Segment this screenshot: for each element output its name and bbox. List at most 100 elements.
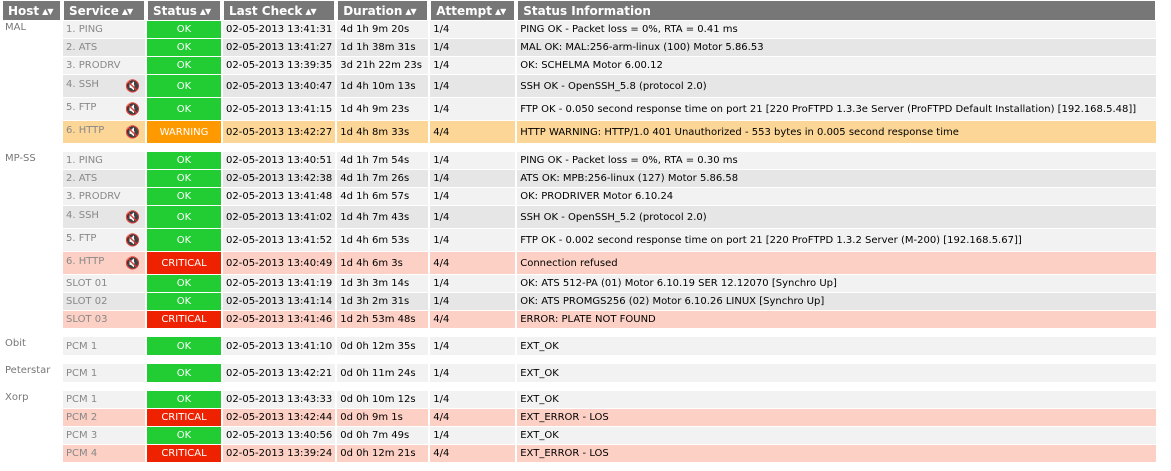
- service-cell[interactable]: 5. FTP 🔇: [63, 98, 145, 121]
- table-row[interactable]: PCM 3 OK 02-05-2013 13:40:56 0d 0h 7m 49s 1/…: [2, 427, 1157, 445]
- table-row[interactable]: Peterstar PCM 1 OK 02-05-2013 13:42:21 0d 0h…: [2, 364, 1157, 383]
- service-name[interactable]: PCM 4: [66, 448, 98, 459]
- service-name[interactable]: 6. HTTP: [66, 125, 105, 136]
- status-badge: CRITICAL: [147, 252, 221, 275]
- column-header-status-information[interactable]: Status Information: [517, 0, 1157, 21]
- status-badge: OK: [147, 391, 221, 409]
- column-header-duration[interactable]: Duration ▲▼: [337, 0, 429, 21]
- table-row[interactable]: 2. ATS OK 02-05-2013 13:41:27 1d 1h 38m 31s…: [2, 39, 1157, 57]
- notifications-disabled-icon: 🔇: [125, 256, 140, 270]
- service-cell[interactable]: 2. ATS: [63, 170, 145, 188]
- service-cell[interactable]: 1. PING: [63, 152, 145, 170]
- table-row[interactable]: 5. FTP 🔇 OK 02-05-2013 13:41:52 1d 4h 6m 53s…: [2, 229, 1157, 252]
- host-cell[interactable]: Obit: [2, 337, 61, 356]
- table-row[interactable]: MAL 1. PING OK 02-05-2013 13:41:31 4d 1h 9m …: [2, 21, 1157, 144]
- service-cell[interactable]: 3. PRODRV: [63, 188, 145, 206]
- status-information-cell: SSH OK - OpenSSH_5.8 (protocol 2.0): [517, 75, 1157, 98]
- service-cell[interactable]: 3. PRODRV: [63, 57, 145, 75]
- service-name[interactable]: PCM 3: [66, 430, 98, 441]
- table-row[interactable]: 6. HTTP 🔇 WARNING 02-05-2013 13:42:27 1d 4h …: [2, 121, 1157, 144]
- column-header-last-check[interactable]: Last Check ▲▼: [223, 0, 336, 21]
- table-row[interactable]: 4. SSH 🔇 OK 02-05-2013 13:41:02 1d 4h 7m 43s…: [2, 206, 1157, 229]
- service-cell[interactable]: 6. HTTP 🔇: [63, 121, 145, 144]
- last-check-cell: 02-05-2013 13:41:52: [223, 229, 336, 252]
- service-name[interactable]: 2. ATS: [66, 173, 98, 184]
- table-row[interactable]: 3. PRODRV OK 02-05-2013 13:41:48 4d 1h 6m 5…: [2, 188, 1157, 206]
- status-badge: OK: [147, 57, 221, 75]
- table-row[interactable]: Xorp PCM 1 OK 02-05-2013 13:43:33 0d 0h 10m …: [2, 391, 1157, 463]
- service-cell[interactable]: 1. PING: [63, 21, 145, 39]
- service-name[interactable]: PCM 2: [66, 412, 98, 423]
- service-cell[interactable]: PCM 1: [63, 337, 145, 356]
- service-name[interactable]: 6. HTTP: [66, 256, 105, 267]
- service-name[interactable]: 3. PRODRV: [66, 191, 121, 202]
- service-cell[interactable]: PCM 3: [63, 427, 145, 445]
- service-cell[interactable]: 6. HTTP 🔇: [63, 252, 145, 275]
- table-row[interactable]: 3. PRODRV OK 02-05-2013 13:39:35 3d 21h 22m…: [2, 57, 1157, 75]
- notifications-disabled-icon: 🔇: [125, 125, 140, 139]
- service-cell[interactable]: 2. ATS: [63, 39, 145, 57]
- last-check-cell: 02-05-2013 13:40:51: [223, 152, 336, 170]
- table-row[interactable]: SLOT 01 OK 02-05-2013 13:41:19 1d 3h 3m 14s…: [2, 275, 1157, 293]
- service-cell[interactable]: PCM 4: [63, 445, 145, 463]
- service-name[interactable]: 1. PING: [66, 155, 103, 166]
- sort-arrows-icon[interactable]: ▲▼: [121, 6, 133, 16]
- attempt-cell: 1/4: [430, 391, 516, 409]
- sort-arrows-icon[interactable]: ▲▼: [494, 6, 506, 16]
- table-row[interactable]: PCM 2 CRITICAL 02-05-2013 13:42:44 0d 0h 9m…: [2, 409, 1157, 427]
- service-name[interactable]: SLOT 01: [66, 278, 108, 289]
- table-row[interactable]: SLOT 02 OK 02-05-2013 13:41:14 1d 3h 2m 31s…: [2, 293, 1157, 311]
- duration-cell: 1d 4h 7m 43s: [337, 206, 429, 229]
- table-body: MAL 1. PING OK 02-05-2013 13:41:31 4d 1h 9m …: [2, 21, 1157, 463]
- service-cell[interactable]: SLOT 01: [63, 275, 145, 293]
- service-name[interactable]: PCM 1: [66, 367, 98, 379]
- status-badge: CRITICAL: [147, 409, 221, 427]
- service-name[interactable]: 1. PING: [66, 24, 103, 35]
- service-cell[interactable]: SLOT 02: [63, 293, 145, 311]
- column-header-attempt[interactable]: Attempt ▲▼: [430, 0, 516, 21]
- service-name[interactable]: 4. SSH: [66, 79, 99, 90]
- service-cell[interactable]: PCM 2: [63, 409, 145, 427]
- service-name[interactable]: 4. SSH: [66, 210, 99, 221]
- service-cell[interactable]: SLOT 03: [63, 311, 145, 329]
- host-cell[interactable]: MP-SS: [2, 152, 61, 329]
- sort-arrows-icon[interactable]: ▲▼: [305, 6, 316, 16]
- sort-arrows-icon[interactable]: ▲▼: [405, 6, 416, 16]
- sort-arrows-icon[interactable]: ▲▼: [199, 6, 211, 16]
- service-name[interactable]: 2. ATS: [66, 42, 98, 53]
- column-header-status[interactable]: Status ▲▼: [147, 0, 221, 21]
- duration-cell: 1d 3h 3m 14s: [337, 275, 429, 293]
- table-row[interactable]: SLOT 03 CRITICAL 02-05-2013 13:41:46 1d 2h …: [2, 311, 1157, 329]
- service-name[interactable]: SLOT 03: [66, 314, 108, 325]
- service-cell[interactable]: 4. SSH 🔇: [63, 206, 145, 229]
- last-check-cell: 02-05-2013 13:41:31: [223, 21, 336, 39]
- status-information-cell: FTP OK - 0.002 second response time on p…: [517, 229, 1157, 252]
- service-name[interactable]: SLOT 02: [66, 296, 108, 307]
- table-row[interactable]: MP-SS 1. PING OK 02-05-2013 13:40:51 4d 1h 7…: [2, 152, 1157, 329]
- column-header-service[interactable]: Service ▲▼: [63, 0, 145, 21]
- service-name[interactable]: 5. FTP: [66, 102, 97, 113]
- host-cell[interactable]: MAL: [2, 21, 61, 144]
- service-cell[interactable]: 4. SSH 🔇: [63, 75, 145, 98]
- status-badge: OK: [147, 364, 221, 383]
- attempt-cell: 1/4: [430, 275, 516, 293]
- column-header-host[interactable]: Host ▲▼: [2, 0, 61, 21]
- table-row[interactable]: PCM 4 CRITICAL 02-05-2013 13:39:24 0d 0h 12…: [2, 445, 1157, 463]
- table-row[interactable]: 2. ATS OK 02-05-2013 13:42:38 4d 1h 7m 26s 1…: [2, 170, 1157, 188]
- service-name[interactable]: PCM 1: [66, 394, 98, 405]
- service-name[interactable]: 3. PRODRV: [66, 60, 121, 71]
- host-cell[interactable]: Xorp: [2, 391, 61, 463]
- service-cell[interactable]: PCM 1: [63, 391, 145, 409]
- table-row[interactable]: 6. HTTP 🔇 CRITICAL 02-05-2013 13:40:49 1d 4h…: [2, 252, 1157, 275]
- service-name[interactable]: 5. FTP: [66, 233, 97, 244]
- sort-arrows-icon[interactable]: ▲▼: [42, 6, 53, 16]
- service-name[interactable]: PCM 1: [66, 340, 98, 352]
- table-row[interactable]: 4. SSH 🔇 OK 02-05-2013 13:40:47 1d 4h 10m 13…: [2, 75, 1157, 98]
- service-cell[interactable]: 5. FTP 🔇: [63, 229, 145, 252]
- host-cell[interactable]: Peterstar: [2, 364, 61, 383]
- duration-cell: 0d 0h 11m 24s: [337, 364, 429, 383]
- table-row[interactable]: 5. FTP 🔇 OK 02-05-2013 13:41:15 1d 4h 9m 23s…: [2, 98, 1157, 121]
- service-cell[interactable]: PCM 1: [63, 364, 145, 383]
- last-check-cell: 02-05-2013 13:41:15: [223, 98, 336, 121]
- table-row[interactable]: Obit PCM 1 OK 02-05-2013 13:41:10 0d 0h 12m …: [2, 337, 1157, 356]
